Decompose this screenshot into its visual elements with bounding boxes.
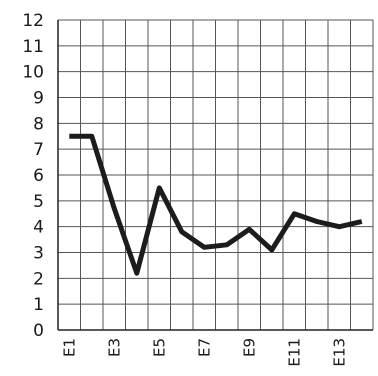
y-tick-label: 4 <box>33 218 44 238</box>
x-tick-label: E5 <box>150 338 168 357</box>
x-tick-label: E3 <box>105 338 123 357</box>
y-tick-label: 5 <box>33 192 44 212</box>
y-tick-label: 1 <box>33 295 44 315</box>
series-line <box>69 133 363 276</box>
y-tick-label: 3 <box>33 244 44 264</box>
x-tick-label: E11 <box>285 338 303 367</box>
y-tick-label: 11 <box>22 37 44 57</box>
x-tick-label: E13 <box>330 338 348 367</box>
series-group <box>69 133 363 276</box>
y-tick-label: 10 <box>22 63 44 83</box>
x-tick-label: E1 <box>60 338 78 357</box>
x-axis-ticks: E1 E3 E5 E7 E9 E11 E13 <box>60 338 348 367</box>
y-tick-label: 8 <box>33 114 44 134</box>
y-tick-label: 12 <box>22 11 44 31</box>
y-tick-label: 0 <box>33 321 44 341</box>
y-tick-label: 7 <box>33 140 44 160</box>
x-tick-label: E7 <box>195 338 213 357</box>
x-tick-label: E9 <box>240 338 258 357</box>
y-tick-label: 6 <box>33 166 44 186</box>
y-tick-label: 9 <box>33 89 44 109</box>
y-tick-label: 2 <box>33 269 44 289</box>
